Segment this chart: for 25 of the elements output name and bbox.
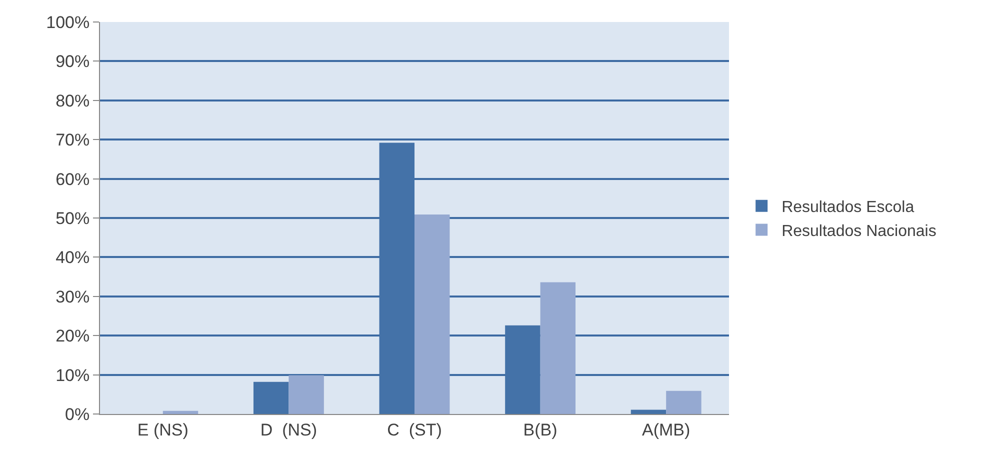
legend-label: Resultados Escola [782, 199, 914, 216]
y-tick-label: 70% [56, 130, 90, 150]
bar [162, 410, 198, 414]
y-tick-label: 0% [65, 404, 90, 424]
y-tick-label: 30% [56, 287, 90, 306]
legend-label: Resultados Nacionais [782, 222, 936, 240]
bar [414, 214, 450, 414]
y-tick-label: 80% [56, 91, 90, 110]
y-tick-label: 90% [56, 52, 90, 72]
y-tick-label: 60% [56, 170, 90, 189]
y-tick-label: 40% [56, 248, 90, 268]
x-tick-label: B(B) [523, 420, 558, 440]
x-tick-label: A(MB) [642, 420, 690, 440]
bar [666, 390, 702, 414]
y-tick-label: 50% [56, 208, 90, 228]
bar [540, 282, 576, 414]
x-tick-label: E (NS) [137, 420, 188, 440]
bar [288, 375, 324, 414]
y-tick-label: 100% [46, 12, 90, 32]
y-tick-label: 10% [56, 366, 90, 385]
bar [253, 382, 289, 414]
x-tick-label: D (NS) [260, 420, 318, 440]
bar [630, 410, 666, 414]
y-tick-label: 20% [56, 326, 90, 346]
x-tick-label: C (ST) [387, 420, 442, 440]
